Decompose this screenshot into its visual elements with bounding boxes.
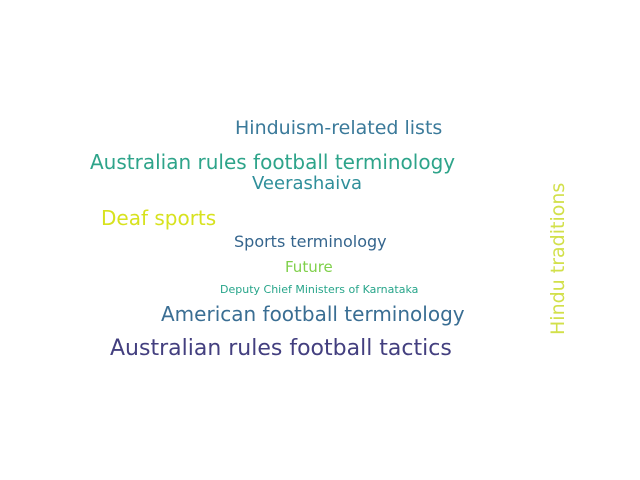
word-australian-rules-football-terminology: Australian rules football terminology (90, 150, 456, 174)
word-cloud (80, 107, 582, 374)
word-hinduism-related-lists: Hinduism-related lists (235, 117, 443, 139)
word-hindu-traditions: Hindu traditions (547, 182, 569, 335)
word-veerashaiva: Veerashaiva (252, 173, 362, 194)
word-sports-terminology: Sports terminology (234, 232, 387, 251)
word-future: Future (285, 258, 333, 276)
word-deputy-chief-ministers-of-karnataka: Deputy Chief Ministers of Karnataka (220, 283, 419, 296)
word-australian-rules-football-tactics: Australian rules football tactics (110, 336, 452, 361)
word-american-football-terminology: American football terminology (161, 302, 465, 326)
word-deaf-sports: Deaf sports (101, 206, 217, 230)
